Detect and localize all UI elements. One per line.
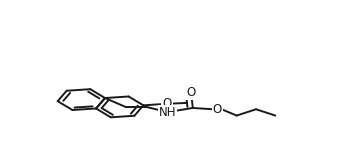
Text: O: O bbox=[213, 103, 222, 116]
Text: O: O bbox=[187, 86, 196, 99]
Text: NH: NH bbox=[159, 106, 176, 119]
Text: O: O bbox=[162, 97, 172, 110]
